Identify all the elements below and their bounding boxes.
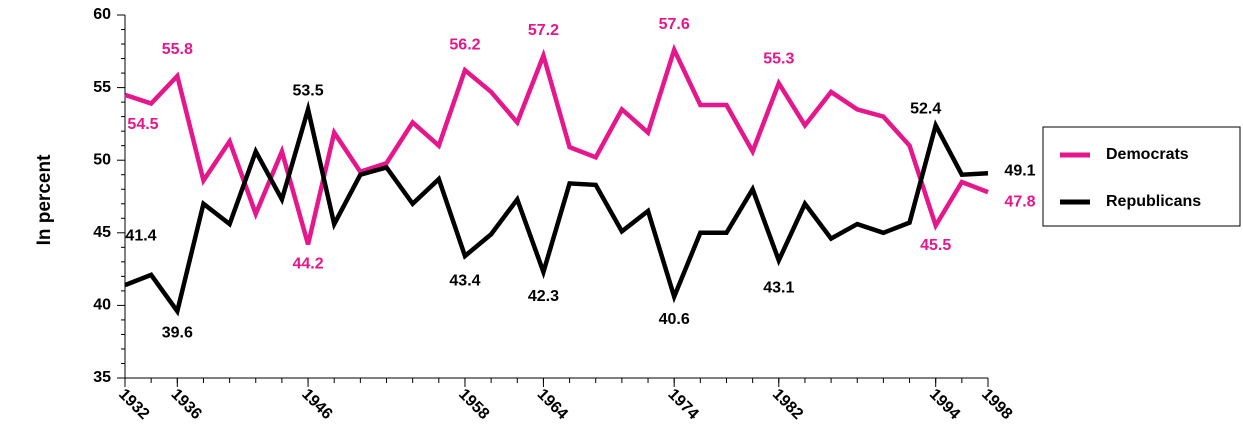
x-tick-label: 1932 — [115, 386, 152, 423]
y-tick-label: 50 — [93, 151, 111, 168]
data-label: 40.6 — [659, 311, 690, 328]
data-label: 56.2 — [449, 36, 480, 53]
data-label: 47.8 — [1004, 193, 1035, 210]
legend-label: Republicans — [1106, 193, 1201, 210]
data-label: 44.2 — [292, 256, 323, 273]
x-tick-label: 1964 — [534, 386, 571, 423]
x-tick-label: 1998 — [978, 386, 1015, 423]
legend-label: Democrats — [1106, 146, 1189, 163]
x-tick-label: 1958 — [455, 386, 492, 423]
data-label: 53.5 — [292, 83, 323, 100]
y-tick-label: 40 — [93, 297, 111, 314]
data-label: 55.3 — [763, 50, 794, 67]
data-label: 45.5 — [920, 237, 951, 254]
data-label: 55.8 — [162, 41, 193, 58]
data-label: 54.5 — [127, 116, 158, 133]
x-tick-label: 1982 — [769, 386, 806, 423]
data-label: 43.4 — [449, 272, 480, 289]
y-tick-label: 35 — [93, 369, 111, 386]
x-tick-label: 1994 — [926, 386, 963, 423]
data-label: 42.3 — [528, 288, 559, 305]
x-tick-label: 1936 — [167, 386, 204, 423]
y-axis-label: In percent — [34, 154, 55, 245]
data-label: 49.1 — [1004, 162, 1035, 179]
y-tick-label: 55 — [93, 79, 111, 96]
x-tick-label: 1974 — [664, 386, 701, 423]
data-label: 52.4 — [910, 101, 941, 118]
data-label: 41.4 — [125, 227, 156, 244]
series-line — [124, 100, 989, 317]
data-label: 57.6 — [659, 16, 690, 33]
y-tick-label: 45 — [93, 224, 111, 241]
data-label: 39.6 — [162, 324, 193, 341]
y-tick-label: 60 — [93, 6, 111, 23]
data-label: 43.1 — [763, 280, 794, 297]
data-label: 57.2 — [528, 22, 559, 39]
x-tick-label: 1946 — [298, 386, 335, 423]
legend-box — [1042, 126, 1241, 227]
series-line — [124, 43, 989, 246]
